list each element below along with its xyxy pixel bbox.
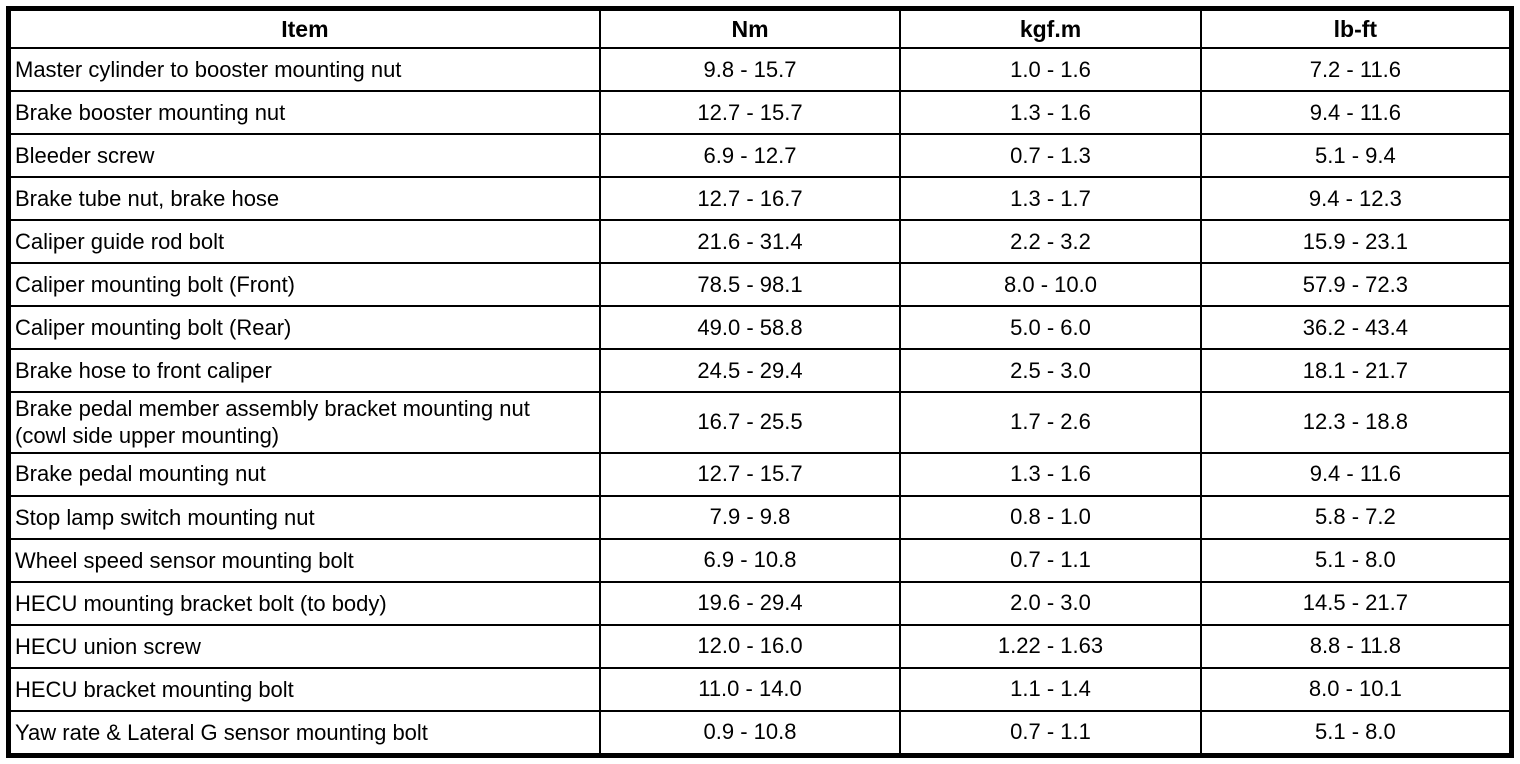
kgfm-cell: 8.0 - 10.0 xyxy=(899,262,1202,308)
nm-cell: 12.0 - 16.0 xyxy=(598,623,902,669)
table-row: Brake tube nut, brake hose 12.7 - 16.7 1.3… xyxy=(9,176,1512,222)
item-cell: HECU mounting bracket bolt (to body) xyxy=(9,580,601,626)
table-body: Master cylinder to booster mounting nut 9… xyxy=(9,46,1512,756)
lbft-cell: 15.9 - 23.1 xyxy=(1199,219,1512,265)
item-cell: Caliper mounting bolt (Front) xyxy=(9,262,601,308)
torque-spec-table-frame: Item Nm kgf.m lb-ft Master cylinder to b… xyxy=(6,6,1514,758)
column-header-item: Item xyxy=(9,9,601,49)
table-row: Stop lamp switch mounting nut 7.9 - 9.8 0.… xyxy=(9,494,1512,540)
table-row: Brake pedal member assembly bracket moun… xyxy=(9,391,1512,454)
item-cell: HECU union screw xyxy=(9,623,601,669)
nm-cell: 6.9 - 12.7 xyxy=(598,133,902,179)
table-row: Master cylinder to booster mounting nut 9… xyxy=(9,46,1512,93)
kgfm-cell: 2.0 - 3.0 xyxy=(899,580,1202,626)
kgfm-cell: 0.8 - 1.0 xyxy=(899,494,1202,540)
kgfm-cell: 1.3 - 1.6 xyxy=(899,451,1202,497)
header-row: Item Nm kgf.m lb-ft xyxy=(9,9,1512,49)
kgfm-cell: 0.7 - 1.3 xyxy=(899,133,1202,179)
nm-cell: 19.6 - 29.4 xyxy=(598,580,902,626)
kgfm-cell: 1.3 - 1.6 xyxy=(899,90,1202,136)
column-header-lbft: lb-ft xyxy=(1199,9,1512,49)
nm-cell: 49.0 - 58.8 xyxy=(598,305,902,351)
item-cell: Brake tube nut, brake hose xyxy=(9,176,601,222)
kgfm-cell: 0.7 - 1.1 xyxy=(899,537,1202,583)
lbft-cell: 9.4 - 11.6 xyxy=(1199,90,1512,136)
table-row: HECU mounting bracket bolt (to body) 19.6… xyxy=(9,580,1512,626)
nm-cell: 16.7 - 25.5 xyxy=(598,391,902,454)
lbft-cell: 14.5 - 21.7 xyxy=(1199,580,1512,626)
kgfm-cell: 2.5 - 3.0 xyxy=(899,348,1202,394)
nm-cell: 12.7 - 15.7 xyxy=(598,90,902,136)
table-row: Brake booster mounting nut 12.7 - 15.7 1.3… xyxy=(9,90,1512,136)
table-row: Caliper guide rod bolt 21.6 - 31.4 2.2 - 3… xyxy=(9,219,1512,265)
lbft-cell: 7.2 - 11.6 xyxy=(1199,46,1512,93)
nm-cell: 24.5 - 29.4 xyxy=(598,348,902,394)
item-cell: Caliper mounting bolt (Rear) xyxy=(9,305,601,351)
nm-cell: 78.5 - 98.1 xyxy=(598,262,902,308)
table-row: Brake hose to front caliper 24.5 - 29.4 2.… xyxy=(9,348,1512,394)
item-cell: Brake pedal member assembly bracket moun… xyxy=(9,391,601,454)
lbft-cell: 18.1 - 21.7 xyxy=(1199,348,1512,394)
nm-cell: 7.9 - 9.8 xyxy=(598,494,902,540)
nm-cell: 9.8 - 15.7 xyxy=(598,46,902,93)
kgfm-cell: 1.0 - 1.6 xyxy=(899,46,1202,93)
table-row: Caliper mounting bolt (Rear) 49.0 - 58.8 5… xyxy=(9,305,1512,351)
lbft-cell: 5.1 - 8.0 xyxy=(1199,709,1512,756)
item-cell: Yaw rate & Lateral G sensor mounting bol… xyxy=(9,709,601,756)
kgfm-cell: 1.7 - 2.6 xyxy=(899,391,1202,454)
lbft-cell: 8.8 - 11.8 xyxy=(1199,623,1512,669)
lbft-cell: 9.4 - 11.6 xyxy=(1199,451,1512,497)
column-header-kgfm: kgf.m xyxy=(899,9,1202,49)
item-cell: Stop lamp switch mounting nut xyxy=(9,494,601,540)
lbft-cell: 9.4 - 12.3 xyxy=(1199,176,1512,222)
lbft-cell: 12.3 - 18.8 xyxy=(1199,391,1512,454)
torque-spec-table: Item Nm kgf.m lb-ft Master cylinder to b… xyxy=(9,9,1512,756)
lbft-cell: 5.8 - 7.2 xyxy=(1199,494,1512,540)
item-cell: Brake hose to front caliper xyxy=(9,348,601,394)
table-row: Yaw rate & Lateral G sensor mounting bol… xyxy=(9,709,1512,756)
nm-cell: 12.7 - 15.7 xyxy=(598,451,902,497)
nm-cell: 21.6 - 31.4 xyxy=(598,219,902,265)
nm-cell: 6.9 - 10.8 xyxy=(598,537,902,583)
item-cell: Brake pedal mounting nut xyxy=(9,451,601,497)
kgfm-cell: 2.2 - 3.2 xyxy=(899,219,1202,265)
nm-cell: 0.9 - 10.8 xyxy=(598,709,902,756)
lbft-cell: 57.9 - 72.3 xyxy=(1199,262,1512,308)
column-header-nm: Nm xyxy=(598,9,902,49)
item-cell: Brake booster mounting nut xyxy=(9,90,601,136)
kgfm-cell: 5.0 - 6.0 xyxy=(899,305,1202,351)
kgfm-cell: 1.22 - 1.63 xyxy=(899,623,1202,669)
table-row: HECU bracket mounting bolt 11.0 - 14.0 1.1… xyxy=(9,666,1512,712)
lbft-cell: 5.1 - 8.0 xyxy=(1199,537,1512,583)
table-row: Bleeder screw 6.9 - 12.7 0.7 - 1.3 5.1 - 9.… xyxy=(9,133,1512,179)
lbft-cell: 36.2 - 43.4 xyxy=(1199,305,1512,351)
kgfm-cell: 0.7 - 1.1 xyxy=(899,709,1202,756)
item-cell: Master cylinder to booster mounting nut xyxy=(9,46,601,93)
lbft-cell: 5.1 - 9.4 xyxy=(1199,133,1512,179)
table-row: Caliper mounting bolt (Front) 78.5 - 98.1… xyxy=(9,262,1512,308)
kgfm-cell: 1.3 - 1.7 xyxy=(899,176,1202,222)
lbft-cell: 8.0 - 10.1 xyxy=(1199,666,1512,712)
kgfm-cell: 1.1 - 1.4 xyxy=(899,666,1202,712)
item-cell: Bleeder screw xyxy=(9,133,601,179)
table-row: Wheel speed sensor mounting bolt 6.9 - 10… xyxy=(9,537,1512,583)
item-cell: HECU bracket mounting bolt xyxy=(9,666,601,712)
nm-cell: 12.7 - 16.7 xyxy=(598,176,902,222)
table-row: HECU union screw 12.0 - 16.0 1.22 - 1.63 8.… xyxy=(9,623,1512,669)
table-row: Brake pedal mounting nut 12.7 - 15.7 1.3 -… xyxy=(9,451,1512,497)
item-cell: Caliper guide rod bolt xyxy=(9,219,601,265)
item-cell: Wheel speed sensor mounting bolt xyxy=(9,537,601,583)
nm-cell: 11.0 - 14.0 xyxy=(598,666,902,712)
